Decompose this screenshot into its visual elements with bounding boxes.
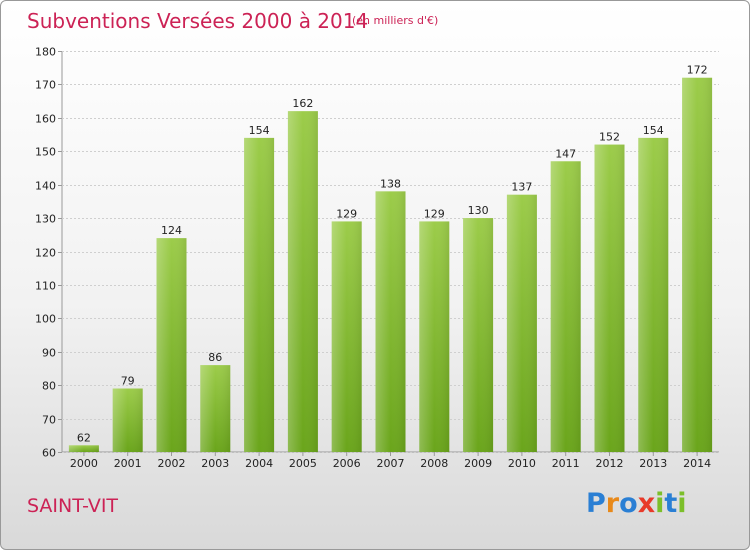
bar-shine [463, 218, 494, 452]
x-tick-label: 2003 [201, 457, 229, 470]
data-label: 162 [292, 97, 313, 110]
bar-shine [112, 388, 143, 452]
x-tick-label: 2004 [245, 457, 273, 470]
logo-letter: r [605, 488, 620, 519]
bar-shine [594, 144, 625, 453]
x-tick-label: 2008 [420, 457, 448, 470]
data-label: 154 [249, 124, 270, 137]
x-tick-label: 2001 [114, 457, 142, 470]
y-tick-label: 180 [35, 46, 56, 59]
x-tick-label: 2014 [683, 457, 711, 470]
bar-shine [638, 137, 669, 452]
y-tick-label: 130 [35, 213, 56, 226]
x-tick-label: 2005 [289, 457, 317, 470]
x-tick-label: 2013 [639, 457, 667, 470]
x-tick-label: 2000 [70, 457, 98, 470]
labels-layer: 60 70 80 90 100 110 120 130 140 150 160 170 180 62 200… [35, 46, 711, 471]
chart-subtitle: (en milliers d'€) [352, 14, 439, 27]
y-tick-label: 90 [42, 347, 56, 360]
bar-shine [550, 161, 581, 452]
chart-title: Subventions Versées 2000 à 2014 [27, 9, 369, 33]
bar-shine [200, 365, 231, 452]
logo-letter: o [619, 488, 638, 519]
bar-shine [68, 445, 99, 452]
data-label: 137 [511, 181, 532, 194]
x-tick-label: 2007 [377, 457, 405, 470]
y-tick-label: 100 [35, 313, 56, 326]
logo-letter: x [637, 488, 656, 519]
data-label: 154 [643, 124, 664, 137]
logo-letter: i [655, 488, 665, 519]
data-label: 129 [336, 207, 357, 220]
data-label: 130 [468, 204, 489, 217]
town-name: SAINT-VIT [27, 495, 119, 517]
bar-chart: 60 70 80 90 100 110 120 130 140 150 160 170 180 62 200… [35, 46, 719, 471]
x-tick-label: 2012 [596, 457, 624, 470]
bar-shine [506, 194, 537, 453]
data-label: 129 [424, 207, 445, 220]
proxiti-logo: Proxiti [586, 488, 687, 519]
bar-shine [375, 191, 406, 452]
bar-shine [331, 221, 362, 452]
y-tick-label: 140 [35, 180, 56, 193]
logo-letter: t [664, 488, 678, 519]
bars-layer [68, 77, 713, 453]
x-tick-label: 2009 [464, 457, 492, 470]
x-tick-label: 2011 [552, 457, 580, 470]
logo-letter: i [677, 488, 687, 519]
bar-shine [419, 221, 450, 452]
y-tick-label: 160 [35, 113, 56, 126]
data-label: 172 [687, 64, 708, 77]
y-tick-label: 170 [35, 79, 56, 92]
bar-shine [682, 77, 713, 452]
x-tick-label: 2006 [333, 457, 361, 470]
bar-shine [287, 111, 318, 453]
y-tick-label: 60 [42, 447, 56, 460]
data-label: 152 [599, 131, 620, 144]
x-tick-label: 2002 [158, 457, 186, 470]
bar-shine [156, 238, 187, 452]
y-tick-label: 70 [42, 414, 56, 427]
data-label: 79 [121, 375, 135, 388]
data-label: 62 [77, 431, 91, 444]
data-label: 138 [380, 177, 401, 190]
bar-shine [244, 137, 275, 452]
data-label: 147 [555, 147, 576, 160]
y-tick-label: 80 [42, 380, 56, 393]
x-tick-label: 2010 [508, 457, 536, 470]
y-tick-label: 110 [35, 280, 56, 293]
data-label: 86 [208, 351, 222, 364]
y-tick-label: 120 [35, 247, 56, 260]
logo-letter: P [586, 488, 606, 519]
data-label: 124 [161, 224, 182, 237]
y-tick-label: 150 [35, 146, 56, 159]
